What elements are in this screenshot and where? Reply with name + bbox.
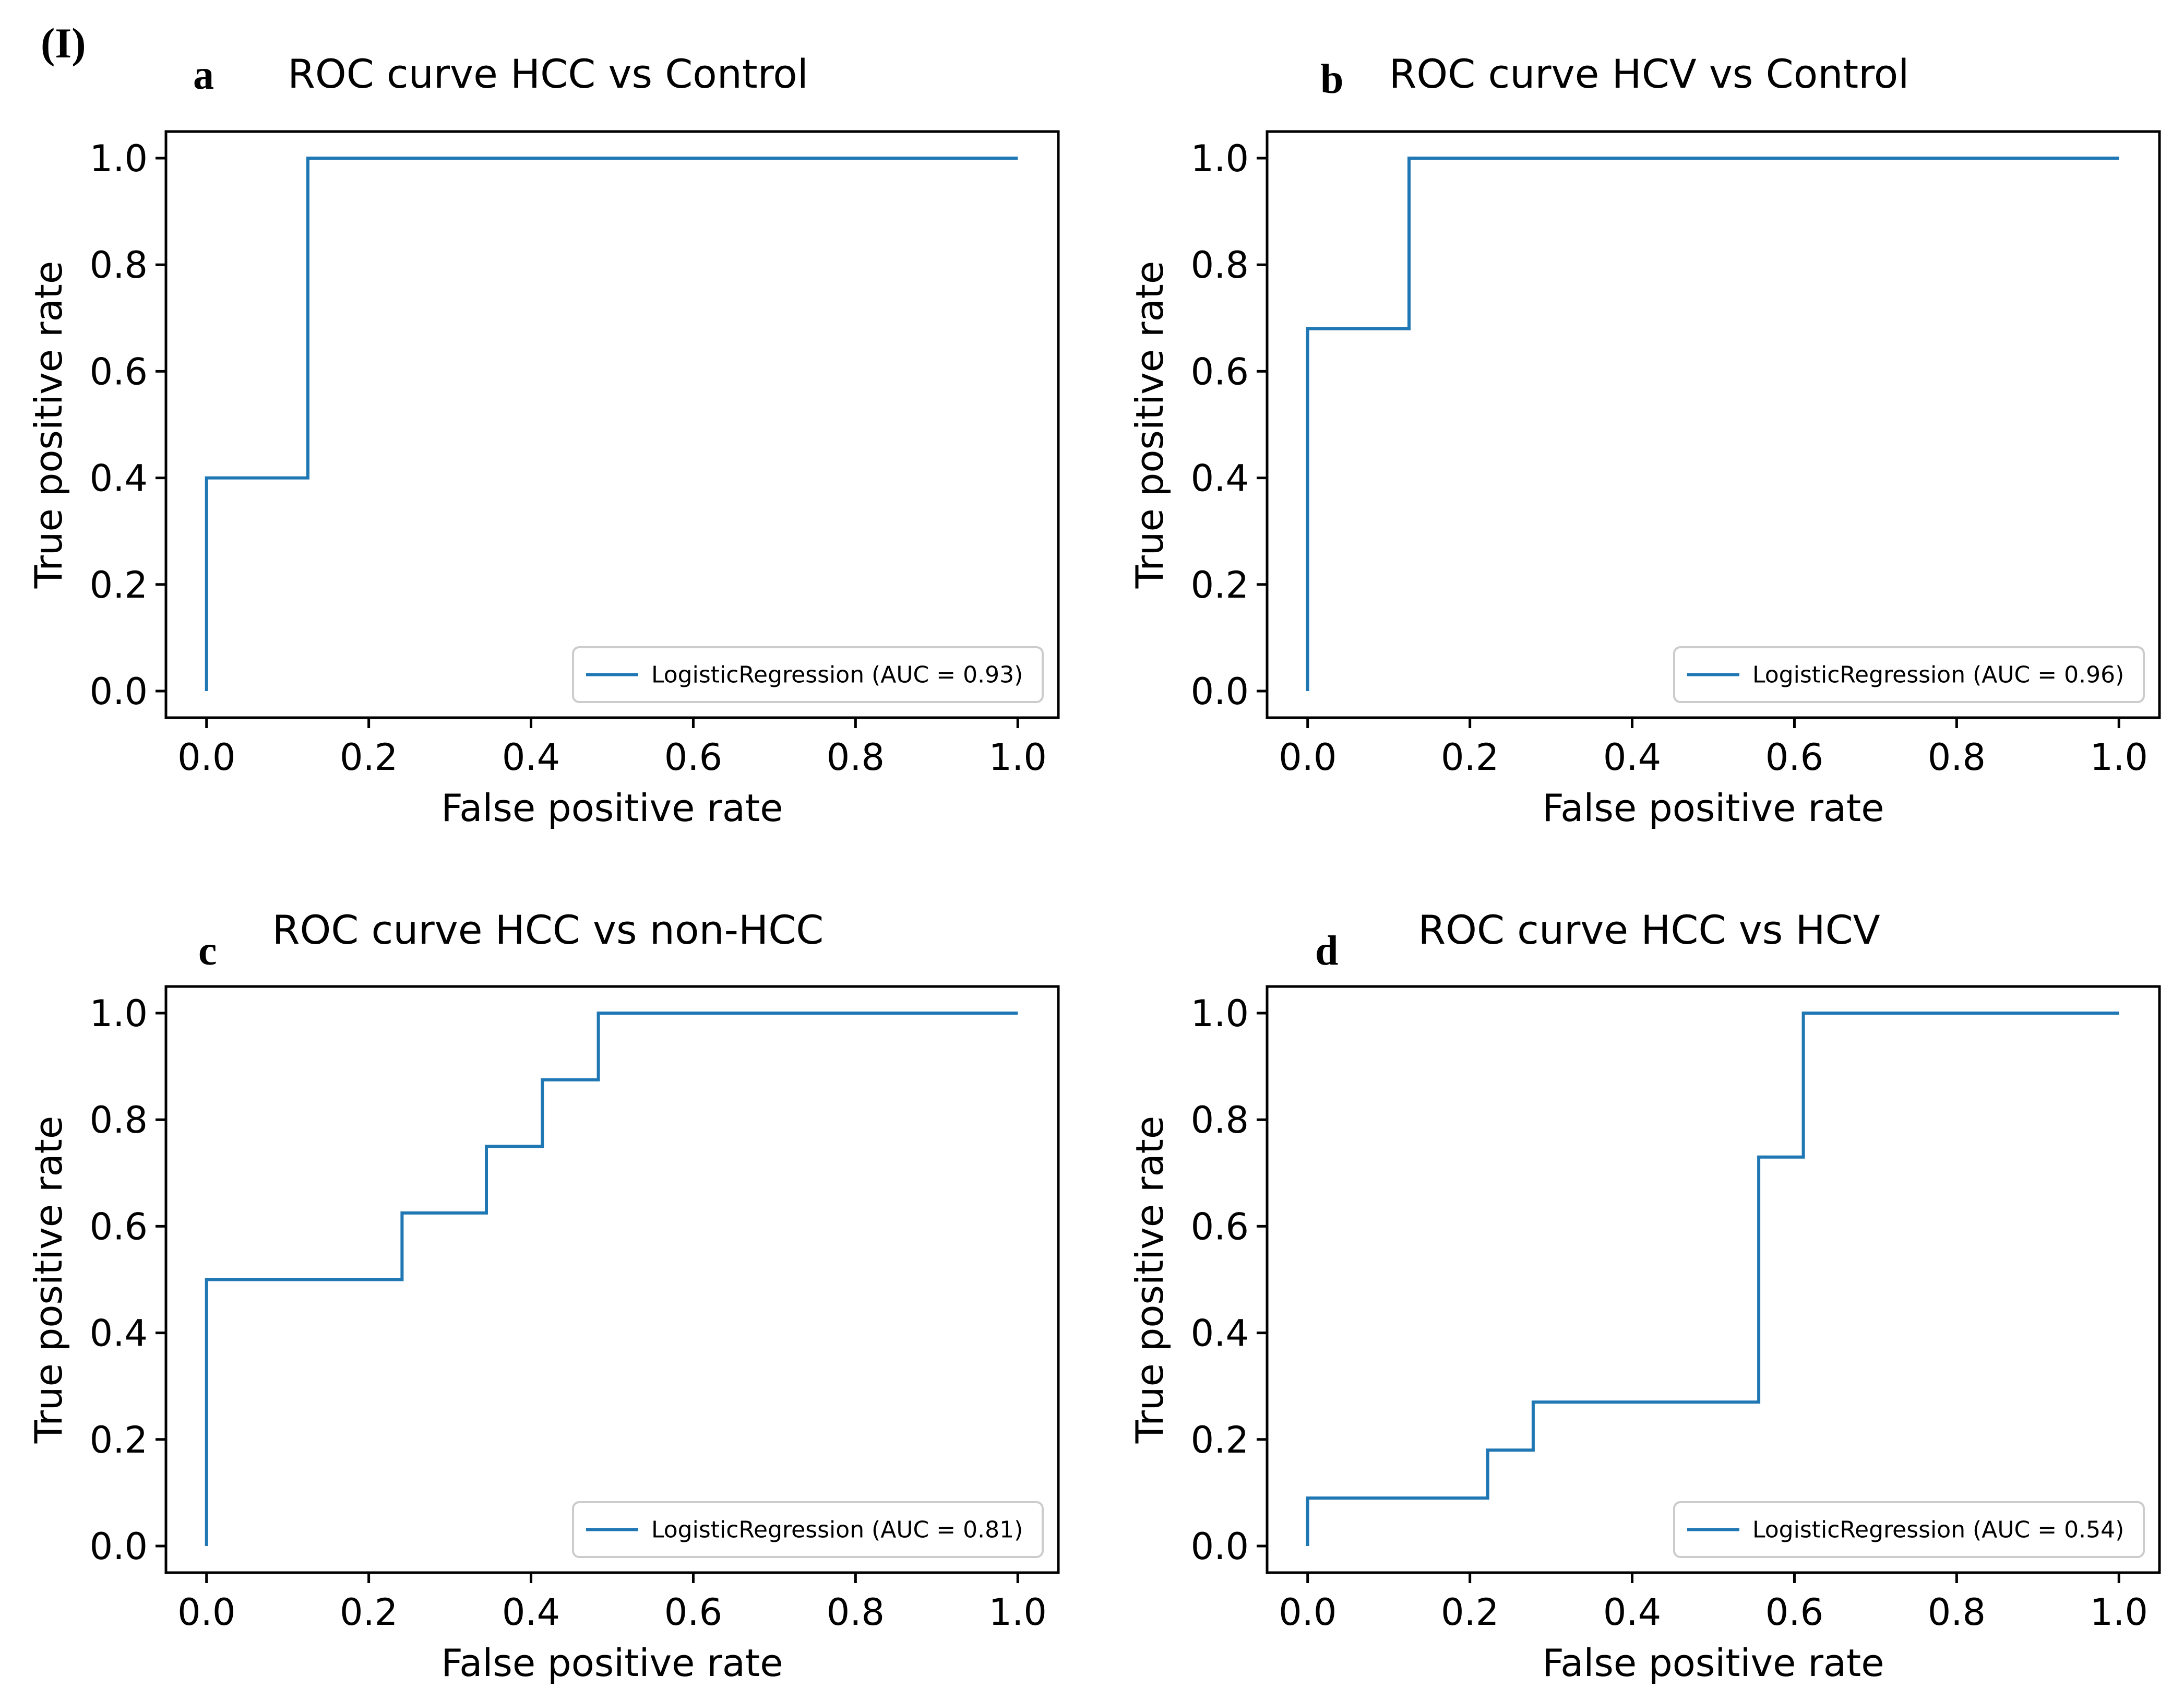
x-tick-label: 0.0 bbox=[1279, 736, 1336, 779]
x-tick-label: 0.0 bbox=[177, 1591, 235, 1634]
x-axis-label: False positive rate bbox=[441, 786, 783, 830]
x-tick-label: 0.4 bbox=[1603, 1591, 1661, 1634]
y-tick-label: 0.6 bbox=[90, 1205, 148, 1248]
chart-title: ROC curve HCV vs Control bbox=[1389, 51, 1909, 97]
y-axis-label: True positive rate bbox=[27, 261, 70, 589]
chart-title: ROC curve HCC vs non-HCC bbox=[272, 907, 824, 953]
panel-letter: b bbox=[1320, 56, 1344, 102]
x-tick-label: 0.8 bbox=[827, 736, 885, 779]
axes-frame bbox=[164, 130, 1060, 719]
y-tick-label: 0.4 bbox=[1191, 457, 1249, 500]
x-tick-label: 0.6 bbox=[664, 1591, 722, 1634]
roc-curve-line bbox=[1306, 1012, 2119, 1546]
x-axis-label: False positive rate bbox=[1542, 1641, 1884, 1685]
x-axis-label: False positive rate bbox=[1542, 786, 1884, 830]
y-tick-label: 0.2 bbox=[1191, 1419, 1249, 1461]
chart-title: ROC curve HCC vs Control bbox=[288, 51, 808, 97]
x-tick-label: 0.8 bbox=[827, 1591, 885, 1634]
y-tick-label: 0.0 bbox=[1191, 1525, 1249, 1568]
x-tick-label: 0.8 bbox=[1928, 1591, 1986, 1634]
axes-frame bbox=[1266, 130, 2161, 719]
y-tick-label: 1.0 bbox=[90, 137, 148, 180]
panel-letter: a bbox=[193, 52, 214, 98]
legend-box bbox=[1673, 1501, 2145, 1558]
legend-box bbox=[1673, 646, 2145, 703]
x-tick-label: 0.2 bbox=[340, 1591, 398, 1634]
y-tick-label: 0.0 bbox=[90, 1525, 148, 1568]
panel-c: c ROC curve HCC vs non-HCC 0.0 0.2 0.4 0.6 0.8… bbox=[27, 907, 1060, 1685]
y-axis-label: True positive rate bbox=[1128, 1116, 1172, 1444]
panel-a: a ROC curve HCC vs Control 0.0 0.2 0.4 0.6 0.8… bbox=[27, 51, 1060, 830]
y-tick-label: 0.8 bbox=[90, 244, 148, 287]
x-axis-label: False positive rate bbox=[441, 1641, 783, 1685]
figure-label: (I) bbox=[41, 19, 86, 67]
y-tick-label: 0.6 bbox=[90, 350, 148, 393]
y-axis-label: True positive rate bbox=[27, 1116, 70, 1444]
legend-label: LogisticRegression (AUC = 0.93) bbox=[651, 662, 1023, 688]
panel-b: b ROC curve HCV vs Control 0.0 0.2 0.4 0.6 0.8… bbox=[1128, 51, 2161, 830]
y-tick-label: 1.0 bbox=[1191, 992, 1249, 1035]
x-tick-label: 1.0 bbox=[989, 1591, 1047, 1634]
y-tick-label: 0.4 bbox=[90, 457, 148, 500]
x-tick-label: 0.6 bbox=[1765, 736, 1823, 779]
panel-d: d ROC curve HCC vs HCV 0.0 0.2 0.4 0.6 0.8 1.0 0… bbox=[1128, 907, 2161, 1685]
chart-title: ROC curve HCC vs HCV bbox=[1418, 907, 1880, 953]
x-tick-label: 1.0 bbox=[2090, 1591, 2148, 1634]
y-tick-label: 1.0 bbox=[90, 992, 148, 1035]
panel-letter: c bbox=[198, 928, 217, 974]
x-tick-label: 0.4 bbox=[1603, 736, 1661, 779]
y-tick-label: 0.4 bbox=[90, 1312, 148, 1355]
axes-frame bbox=[1266, 985, 2161, 1574]
y-tick-label: 0.0 bbox=[1191, 670, 1249, 713]
y-tick-label: 0.2 bbox=[1191, 564, 1249, 607]
y-tick-label: 0.2 bbox=[90, 564, 148, 607]
y-tick-label: 0.6 bbox=[1191, 350, 1249, 393]
x-tick-label: 0.2 bbox=[1441, 1591, 1499, 1634]
legend-label: LogisticRegression (AUC = 0.81) bbox=[651, 1517, 1023, 1543]
legend-label: LogisticRegression (AUC = 0.54) bbox=[1752, 1517, 2124, 1543]
x-tick-label: 0.8 bbox=[1928, 736, 1986, 779]
y-tick-label: 0.2 bbox=[90, 1419, 148, 1461]
x-tick-label: 0.6 bbox=[664, 736, 722, 779]
y-tick-label: 0.8 bbox=[1191, 244, 1249, 287]
x-tick-label: 0.6 bbox=[1765, 1591, 1823, 1634]
legend-box bbox=[572, 1501, 1044, 1558]
roc-curve-line bbox=[1306, 157, 2119, 691]
y-tick-label: 0.8 bbox=[90, 1099, 148, 1142]
x-tick-label: 0.4 bbox=[502, 1591, 560, 1634]
axes-frame bbox=[164, 985, 1060, 1574]
x-tick-label: 0.2 bbox=[340, 736, 398, 779]
y-tick-label: 1.0 bbox=[1191, 137, 1249, 180]
legend-box bbox=[572, 646, 1044, 703]
x-tick-label: 1.0 bbox=[989, 736, 1047, 779]
panel-letter: d bbox=[1315, 928, 1339, 974]
x-tick-label: 0.2 bbox=[1441, 736, 1499, 779]
y-tick-label: 0.8 bbox=[1191, 1099, 1249, 1142]
roc-curve-line bbox=[205, 1012, 1018, 1546]
legend-label: LogisticRegression (AUC = 0.96) bbox=[1752, 662, 2124, 688]
roc-curve-line bbox=[205, 157, 1018, 691]
x-tick-label: 0.4 bbox=[502, 736, 560, 779]
y-tick-label: 0.4 bbox=[1191, 1312, 1249, 1355]
x-tick-label: 0.0 bbox=[177, 736, 235, 779]
x-tick-label: 0.0 bbox=[1279, 1591, 1336, 1634]
x-tick-label: 1.0 bbox=[2090, 736, 2148, 779]
y-tick-label: 0.0 bbox=[90, 670, 148, 713]
y-tick-label: 0.6 bbox=[1191, 1205, 1249, 1248]
y-axis-label: True positive rate bbox=[1128, 261, 1172, 589]
